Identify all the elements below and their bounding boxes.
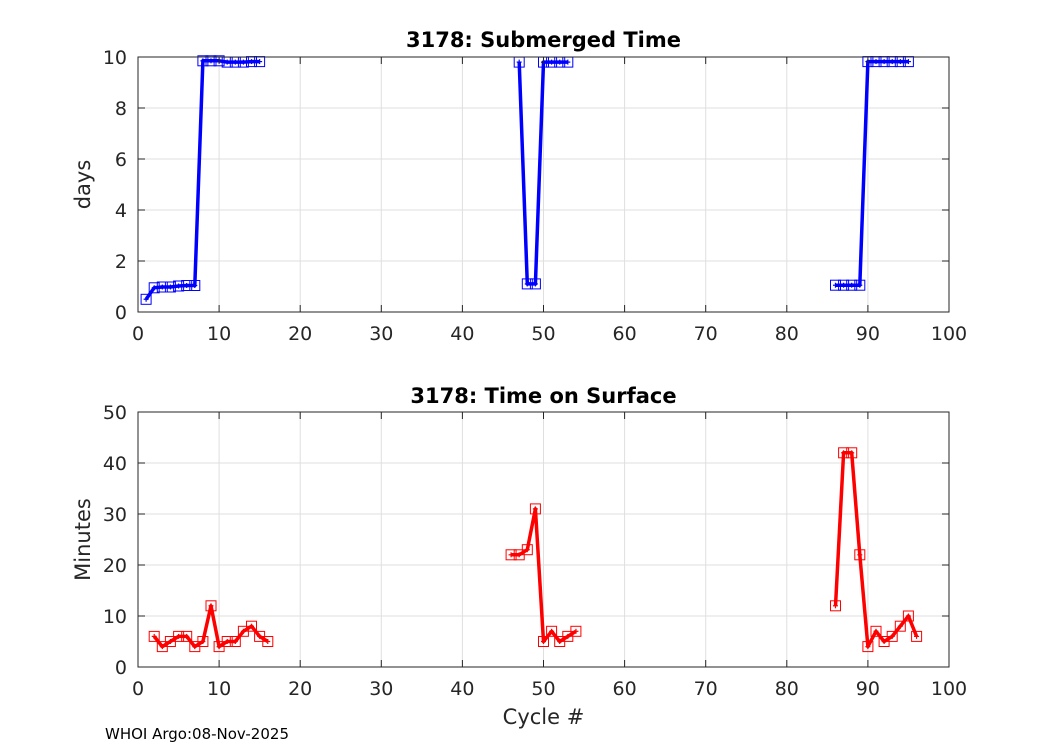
data-point-marker [189, 280, 201, 291]
data-point-marker [181, 280, 193, 291]
x-tick-label: 10 [207, 323, 231, 345]
data-point-marker [846, 447, 858, 459]
data-point-marker [862, 641, 874, 653]
y-tick-label: 30 [103, 504, 127, 526]
data-point-marker [205, 600, 217, 612]
y-tick-label: 6 [115, 149, 127, 171]
x-tick-label: 20 [288, 323, 312, 345]
x-tick-label: 60 [613, 678, 637, 700]
surface-time-xlabel: Cycle # [503, 705, 585, 729]
x-tick-label: 60 [613, 323, 637, 345]
data-point-marker [164, 281, 176, 293]
footer-credit: WHOI Argo:08-Nov-2025 [105, 725, 289, 743]
data-point-marker [521, 544, 533, 556]
data-point-marker [173, 280, 185, 292]
x-tick-label: 80 [775, 323, 799, 345]
data-point-marker [221, 636, 233, 647]
data-point-marker [546, 625, 558, 637]
y-tick-label: 10 [103, 606, 127, 628]
surface-time-ylabel: Minutes [71, 498, 95, 581]
submerged-time-chart: 0 10 20 30 40 50 60 70 80 90 100 0 2 4 6 8 10 3178: Subm… [71, 28, 967, 345]
x-tick-label: 50 [531, 323, 555, 345]
y-tick-label: 40 [103, 453, 127, 475]
data-point-marker [838, 279, 850, 291]
x-tick-label: 0 [132, 323, 144, 345]
y-tick-label: 4 [115, 200, 127, 222]
surface-time-title: 3178: Time on Surface [410, 384, 676, 408]
x-tick-label: 100 [931, 323, 967, 345]
data-point-marker [246, 620, 257, 632]
surface-time-chart: 0 10 20 30 40 50 60 70 80 90 100 0 10 20 30 40 50 3178: … [71, 384, 967, 729]
data-point-marker [148, 282, 160, 294]
y-tick-label: 0 [115, 302, 127, 324]
data-point-marker [262, 636, 274, 647]
data-point-marker [854, 549, 866, 561]
data-point-marker [529, 278, 541, 290]
y-tick-label: 20 [103, 555, 127, 577]
series-line [835, 59, 909, 287]
y-tick-label: 8 [115, 98, 127, 120]
submerged-time-title: 3178: Submerged Time [406, 28, 681, 52]
submerged-time-ylabel: days [71, 160, 95, 210]
data-point-marker [830, 279, 841, 291]
data-point-marker [197, 636, 209, 647]
data-point-marker [902, 610, 914, 622]
data-point-marker [886, 630, 898, 642]
data-point-marker [140, 293, 152, 305]
x-tick-label: 30 [369, 323, 393, 345]
data-point-marker [229, 636, 241, 647]
x-tick-label: 70 [694, 323, 718, 345]
data-point-marker [213, 55, 225, 67]
x-tick-label: 80 [775, 678, 799, 700]
data-point-marker [854, 279, 866, 291]
data-point-marker [173, 630, 185, 642]
data-point-marker [529, 503, 541, 515]
y-tick-label: 0 [115, 657, 127, 679]
x-tick-label: 50 [531, 678, 555, 700]
data-point-marker [894, 620, 906, 632]
x-tick-label: 40 [450, 678, 474, 700]
data-point-marker [521, 278, 533, 290]
x-tick-label: 20 [288, 678, 312, 700]
data-point-marker [148, 630, 160, 642]
data-point-marker [181, 630, 193, 642]
x-tick-label: 40 [450, 323, 474, 345]
y-tick-label: 50 [103, 402, 127, 424]
data-point-marker [911, 630, 923, 642]
data-point-marker [205, 55, 217, 67]
data-point-marker [156, 281, 168, 293]
x-tick-label: 30 [369, 678, 393, 700]
data-point-marker [505, 549, 517, 561]
data-point-marker [197, 55, 209, 67]
x-tick-label: 70 [694, 678, 718, 700]
data-point-marker [538, 636, 549, 647]
data-point-marker [870, 625, 882, 637]
data-point-marker [846, 279, 858, 291]
data-point-marker [838, 447, 850, 459]
x-tick-label: 90 [856, 323, 880, 345]
x-tick-label: 10 [207, 678, 231, 700]
data-point-marker [570, 625, 582, 637]
y-tick-label: 2 [115, 251, 127, 273]
x-tick-label: 100 [931, 678, 967, 700]
y-tick-label: 10 [103, 47, 127, 69]
x-tick-label: 90 [856, 678, 880, 700]
data-point-marker [830, 600, 841, 612]
x-tick-label: 0 [132, 678, 144, 700]
